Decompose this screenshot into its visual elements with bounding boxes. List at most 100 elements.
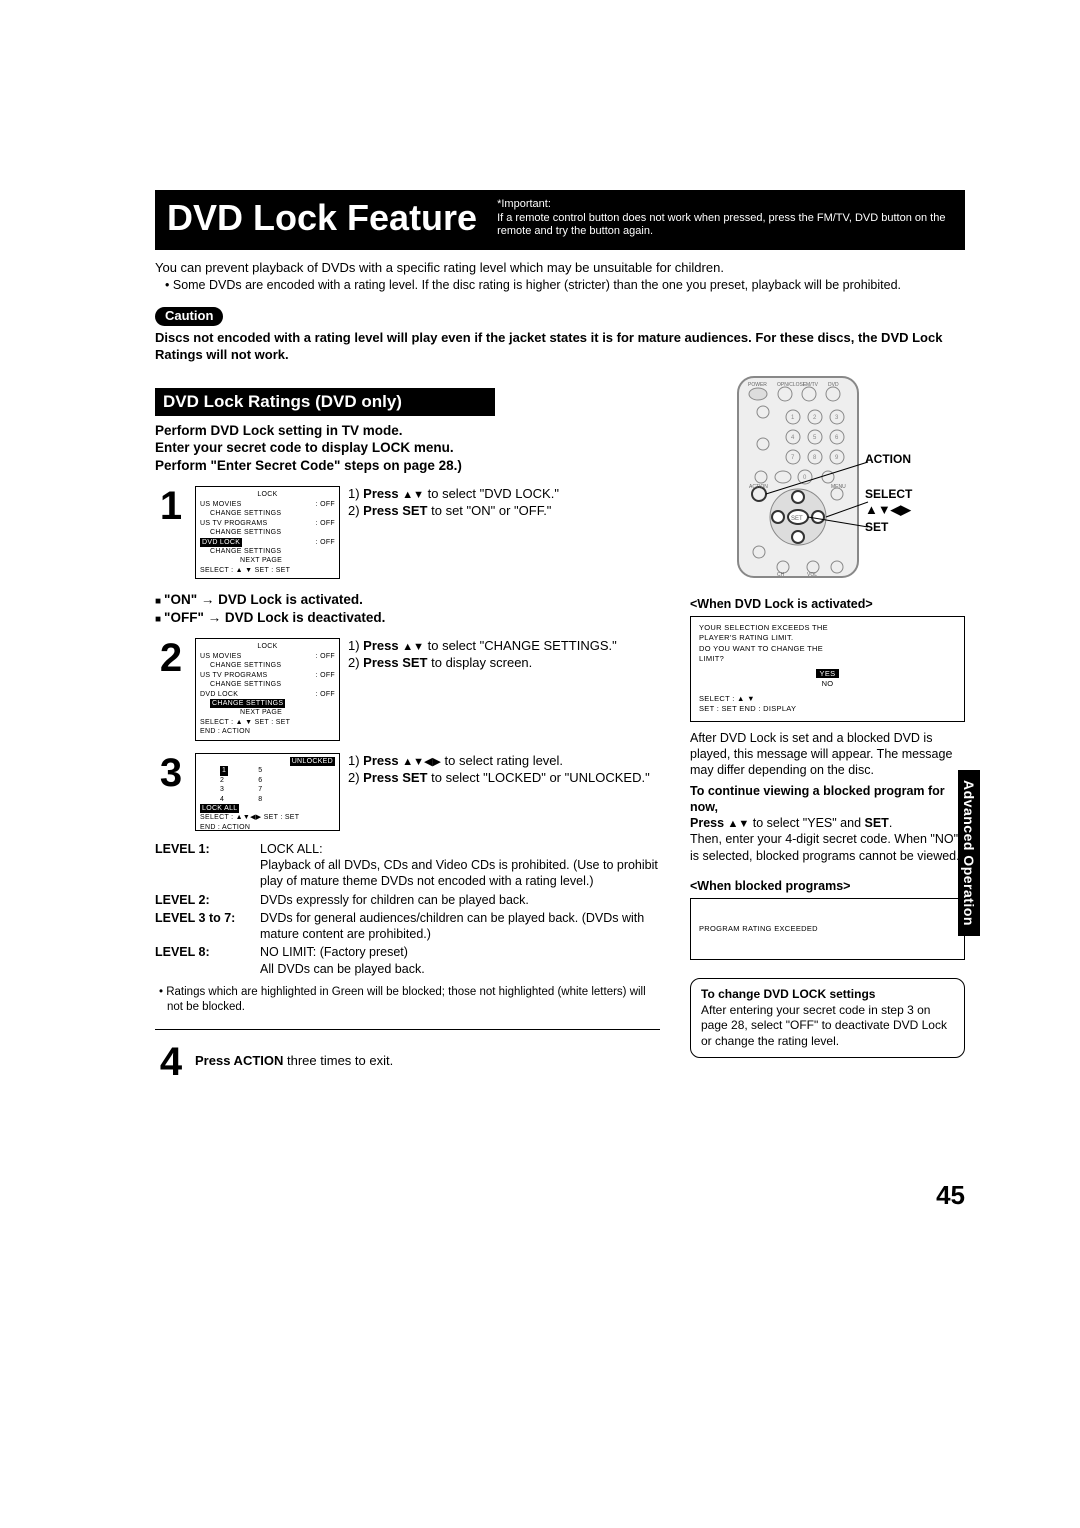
s2-f2: END : ACTION bbox=[200, 727, 335, 736]
perform-instructions: Perform DVD Lock setting in TV mode. Ent… bbox=[155, 422, 660, 475]
step-2: 2 LOCK US MOVIES : OFF CHANGE SETTINGS US… bbox=[155, 638, 660, 740]
step4-bold: Press ACTION bbox=[195, 1053, 283, 1068]
msg-l1: YOUR SELECTION EXCEEDS THE bbox=[699, 623, 956, 634]
step4-text: Press ACTION three times to exit. bbox=[195, 1053, 660, 1070]
s2-l1: US MOVIES bbox=[200, 653, 242, 660]
msg-l3: DO YOU WANT TO CHANGE THE bbox=[699, 644, 956, 655]
level8-desc: NO LIMIT: (Factory preset) All DVDs can … bbox=[260, 944, 660, 977]
change-box-text: After entering your secret code in step … bbox=[701, 1003, 954, 1050]
step-number-4: 4 bbox=[155, 1042, 187, 1082]
level2-label: LEVEL 2: bbox=[155, 892, 260, 908]
svg-text:DVD: DVD bbox=[828, 382, 839, 388]
s1-t2b: Press SET bbox=[363, 503, 427, 518]
msg-opts: YES NO bbox=[699, 669, 956, 690]
level1-label: LEVEL 1: bbox=[155, 841, 260, 890]
continue-heading: To continue viewing a blocked program fo… bbox=[690, 784, 945, 814]
updown-icon: ▲▼ bbox=[728, 818, 750, 830]
continue-t1: to select "YES" and bbox=[749, 816, 864, 830]
arrows-icon: ▲▼◀▶ bbox=[402, 756, 441, 768]
s3-unlocked: UNLOCKED bbox=[290, 757, 335, 766]
s1-t1: to select "DVD LOCK." bbox=[424, 486, 559, 501]
s1-l3v: : OFF bbox=[316, 519, 335, 528]
s2-l5: DVD LOCK bbox=[200, 691, 238, 698]
s3-t2b: Press SET bbox=[363, 770, 427, 785]
intro-bullet-text: Some DVDs are encoded with a rating leve… bbox=[173, 278, 901, 292]
level2-desc: DVDs expressly for children can be playe… bbox=[260, 892, 660, 908]
important-note: *Important: If a remote control button d… bbox=[497, 198, 953, 239]
ratings-note-text: Ratings which are highlighted in Green w… bbox=[166, 986, 645, 1013]
s3-f1: SELECT : ▲▼◀▶ SET : SET bbox=[200, 813, 335, 822]
s2-t1: to select "CHANGE SETTINGS." bbox=[424, 638, 617, 653]
remote-diagram: POWER OPN/CLOSE FM/TV DVD 1 2 3 4 5 6 7 … bbox=[733, 372, 923, 582]
square-icon: ■ bbox=[155, 596, 161, 607]
s1-l5v: : OFF bbox=[316, 538, 335, 547]
square-icon: ■ bbox=[155, 614, 161, 625]
s3-t2a: to select "LOCKED" or "UNLOCKED." bbox=[428, 770, 650, 785]
after-lock-text: After DVD Lock is set and a blocked DVD … bbox=[690, 730, 965, 779]
step1-text: 1) Press ▲▼ to select "DVD LOCK." 2) Pre… bbox=[348, 486, 660, 520]
s1-l1: US MOVIES bbox=[200, 501, 242, 508]
level1-head: LOCK ALL: bbox=[260, 842, 323, 856]
intro-bullet: • Some DVDs are encoded with a rating le… bbox=[165, 277, 965, 293]
step3-text: 1) Press ▲▼◀▶ to select rating level. 2)… bbox=[348, 753, 660, 787]
s2-t2b: Press SET bbox=[363, 655, 427, 670]
msg-yes: YES bbox=[816, 669, 840, 678]
step-4: 4 Press ACTION three times to exit. bbox=[155, 1042, 660, 1082]
s2-l1v: : OFF bbox=[316, 652, 335, 661]
page-title: DVD Lock Feature bbox=[167, 195, 477, 242]
s2-t2a: to display screen. bbox=[428, 655, 533, 670]
s3-7: 7 bbox=[258, 785, 262, 794]
title-bar: DVD Lock Feature *Important: If a remote… bbox=[155, 190, 965, 250]
remote-select-label: SELECT bbox=[865, 487, 912, 503]
s1-l6: CHANGE SETTINGS bbox=[200, 547, 335, 556]
s1-l1v: : OFF bbox=[316, 500, 335, 509]
important-text: If a remote control button does not work… bbox=[497, 212, 945, 238]
screen-1: LOCK US MOVIES: OFF CHANGE SETTINGS US T… bbox=[195, 486, 340, 579]
level8-label: LEVEL 8: bbox=[155, 944, 260, 977]
intro-text: You can prevent playback of DVDs with a … bbox=[155, 260, 965, 277]
step2-text: 1) Press ▲▼ to select "CHANGE SETTINGS."… bbox=[348, 638, 660, 672]
msg-l4: LIMIT? bbox=[699, 654, 956, 665]
continue-block: To continue viewing a blocked program fo… bbox=[690, 783, 965, 864]
s3-8: 8 bbox=[258, 795, 262, 804]
level1-text: Playback of all DVDs, CDs and Video CDs … bbox=[260, 858, 658, 888]
updown-icon: ▲▼ bbox=[402, 489, 424, 501]
s2-l4: CHANGE SETTINGS bbox=[200, 680, 335, 689]
s2-press: Press bbox=[363, 638, 398, 653]
remote-arrows-label: ▲▼◀▶ bbox=[865, 502, 911, 519]
important-star: *Important: bbox=[497, 198, 551, 210]
remote-wrapper: POWER OPN/CLOSE FM/TV DVD 1 2 3 4 5 6 7 … bbox=[690, 372, 965, 582]
step-number-2: 2 bbox=[155, 638, 187, 678]
selection-exceeds-box: YOUR SELECTION EXCEEDS THE PLAYER'S RATI… bbox=[690, 616, 965, 722]
continue-set: SET bbox=[865, 816, 889, 830]
s2-l2: CHANGE SETTINGS bbox=[200, 661, 335, 670]
caution-text: Discs not encoded with a rating level wi… bbox=[155, 330, 965, 364]
s3-3: 3 bbox=[220, 785, 228, 794]
s1-l4: CHANGE SETTINGS bbox=[200, 528, 335, 537]
s2-l3v: : OFF bbox=[316, 671, 335, 680]
program-exceeded-box: PROGRAM RATING EXCEEDED bbox=[690, 898, 965, 960]
level1-desc: LOCK ALL: Playback of all DVDs, CDs and … bbox=[260, 841, 660, 890]
step-3: 3 UNLOCKED 1 2 3 4 5 6 7 8 bbox=[155, 753, 660, 831]
level8-head: NO LIMIT: (Factory preset) bbox=[260, 945, 408, 959]
svg-text:SET: SET bbox=[791, 516, 803, 522]
remote-set-label: SET bbox=[865, 520, 888, 536]
left-column: DVD Lock Ratings (DVD only) Perform DVD … bbox=[155, 372, 660, 1082]
right-column: POWER OPN/CLOSE FM/TV DVD 1 2 3 4 5 6 7 … bbox=[690, 372, 965, 1082]
updown-icon: ▲▼ bbox=[402, 641, 424, 653]
s2-title: LOCK bbox=[200, 642, 335, 651]
caution-pill: Caution bbox=[155, 307, 223, 326]
screen-2: LOCK US MOVIES : OFF CHANGE SETTINGS US T… bbox=[195, 638, 340, 740]
onoff-off: "OFF" → DVD Lock is deactivated. bbox=[164, 610, 385, 625]
when-activated-heading: <When DVD Lock is activated> bbox=[690, 596, 965, 612]
s2-l3: US TV PROGRAMS bbox=[200, 672, 267, 679]
s1-l7: NEXT PAGE bbox=[200, 556, 335, 565]
s3-lockall: LOCK ALL bbox=[200, 804, 239, 813]
level3-desc: DVDs for general audiences/children can … bbox=[260, 910, 660, 943]
s1-press: Press bbox=[363, 486, 398, 501]
s2-l6: CHANGE SETTINGS bbox=[210, 699, 285, 708]
s1-t2a: to set "ON" or "OFF." bbox=[428, 503, 552, 518]
page-number: 45 bbox=[936, 1179, 965, 1213]
continue-press: Press bbox=[690, 816, 728, 830]
screen1-title: LOCK bbox=[200, 490, 335, 499]
